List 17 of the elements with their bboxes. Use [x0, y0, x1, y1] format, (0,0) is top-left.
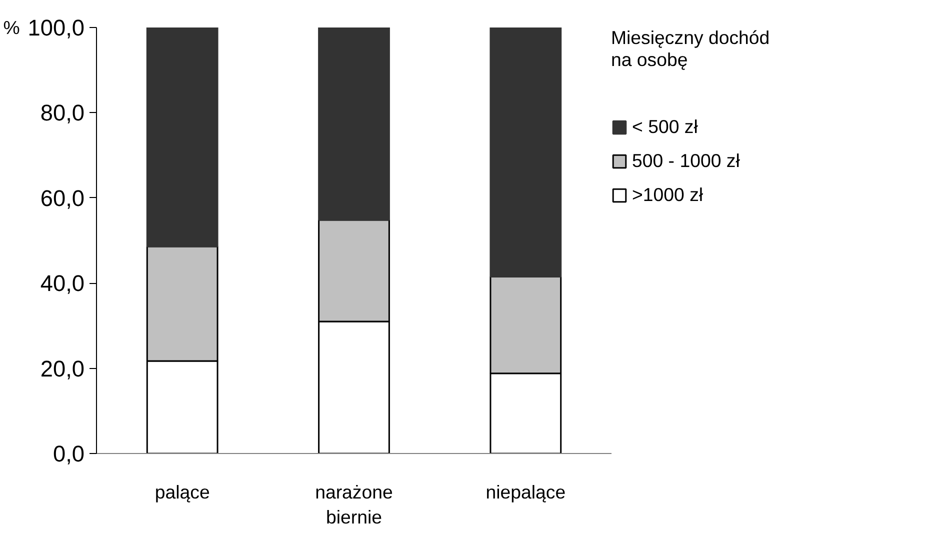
bar — [490, 28, 562, 278]
x-tick-label: narażone biernie — [315, 482, 393, 528]
y-tick-label: 100,0 — [28, 14, 85, 40]
bar — [318, 28, 390, 221]
legend-label: < 500 zł — [632, 116, 698, 138]
legend-label: >1000 zł — [632, 184, 704, 206]
x-tick-label: palące — [154, 482, 210, 502]
y-axis-title: % — [3, 17, 20, 38]
y-tick-label: 80,0 — [40, 100, 85, 126]
legend-label: 500 - 1000 zł — [632, 150, 740, 172]
legend-title: Miesięczny dochód na osobę — [611, 27, 770, 71]
y-tick-label: 0,0 — [53, 440, 85, 466]
x-tick-label: niepalące — [486, 482, 566, 502]
y-tick-label: 20,0 — [40, 355, 85, 382]
y-tick-label: 60,0 — [40, 184, 85, 211]
y-tick-label: 40,0 — [40, 270, 85, 296]
bar — [146, 28, 218, 248]
